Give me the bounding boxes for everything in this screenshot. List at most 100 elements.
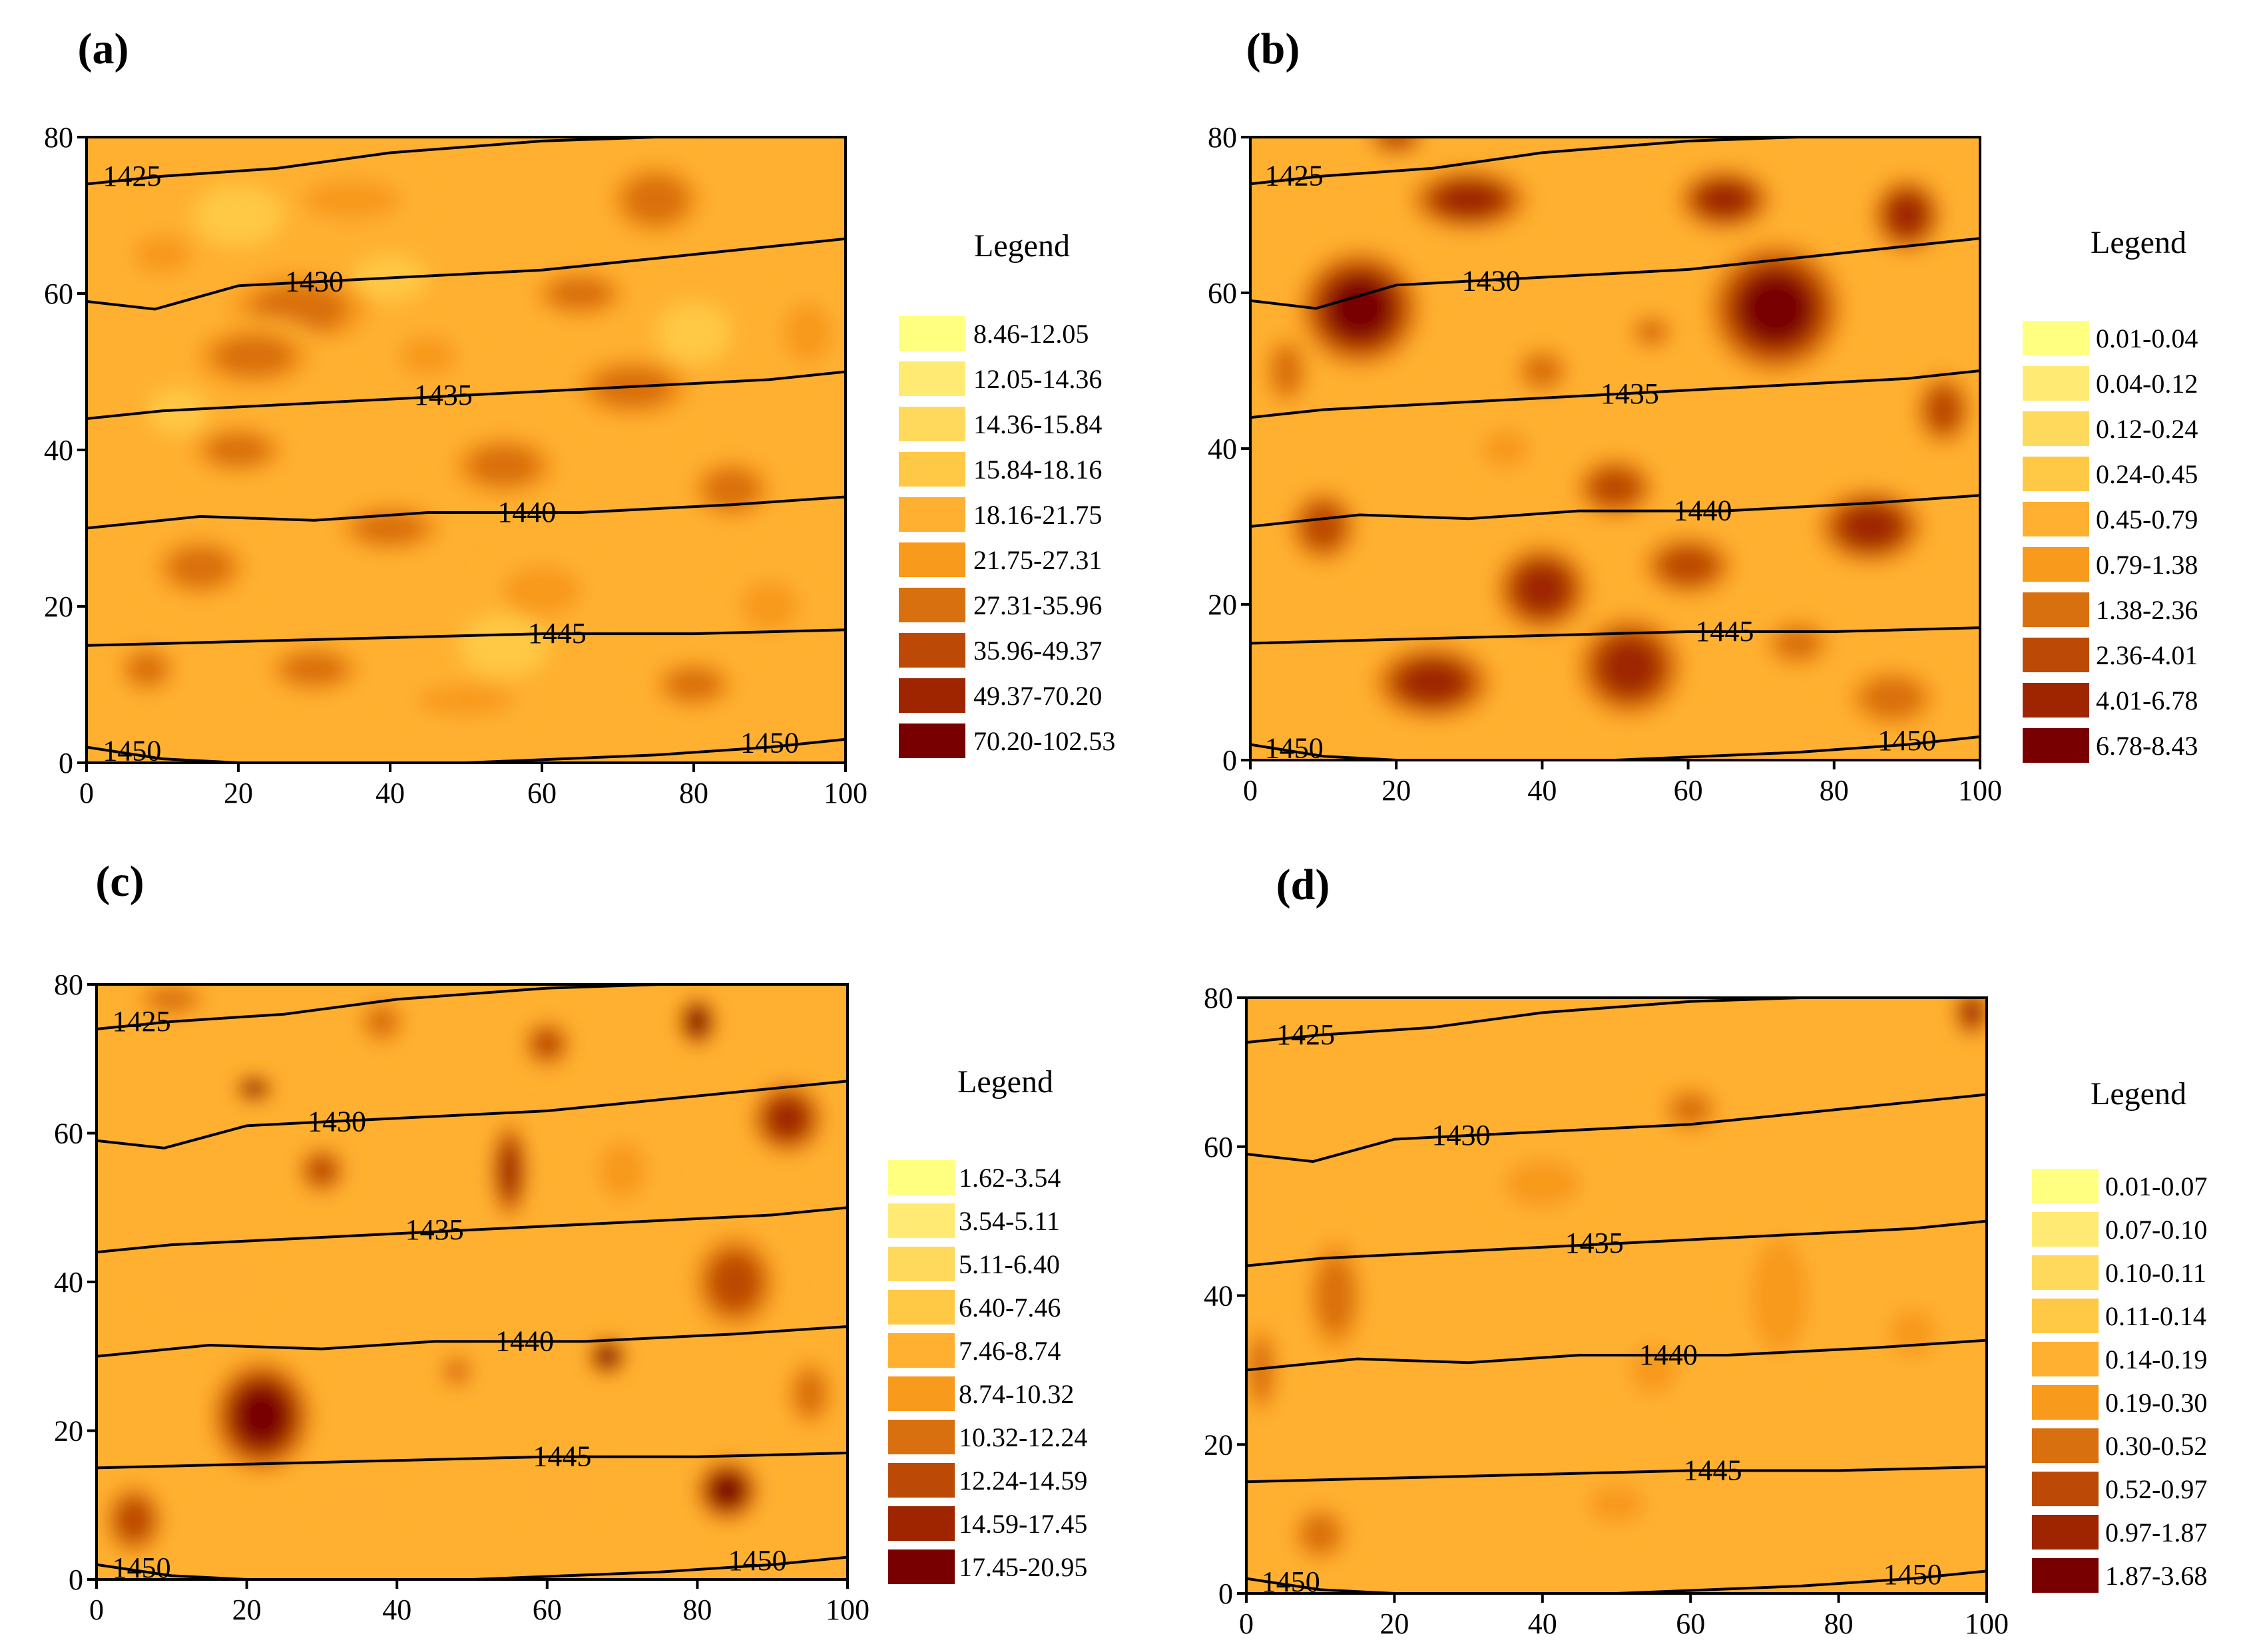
legend-swatch (899, 452, 965, 487)
heatmap-patch (282, 652, 347, 686)
y-tick-label: 60 (44, 278, 73, 310)
contour-line (1615, 735, 1980, 760)
heatmap-patch (213, 335, 294, 377)
legend-swatch (888, 1376, 955, 1411)
y-tick-label: 60 (1208, 277, 1237, 310)
contour-line (87, 628, 846, 647)
heatmap-patch (148, 1237, 270, 1327)
heatmap-patch (688, 1009, 707, 1034)
legend-swatch (899, 542, 965, 577)
contour-label: 1435 (405, 1213, 464, 1246)
contour-line (97, 1452, 848, 1470)
legend-swatch (2023, 592, 2089, 627)
legend-label: 2.36-4.01 (2096, 640, 2198, 670)
x-tick-label: 60 (527, 777, 557, 809)
x-tick-label: 40 (376, 777, 405, 809)
legend-swatch (2032, 1385, 2099, 1420)
legend-swatch (888, 1247, 955, 1281)
x-tick-label: 0 (1239, 1607, 1254, 1640)
contour-label: 1425 (113, 1005, 171, 1038)
legend-swatch (899, 316, 965, 351)
y-tick-label: 20 (44, 590, 73, 623)
legend-swatch (2023, 683, 2089, 718)
panel-b: (b) 1425 1430 1435 1440 1445 1450 1450 0 20 40 60 80… (1126, 0, 2253, 826)
heatmap-patch (1329, 279, 1391, 338)
heatmap-patch (656, 301, 732, 364)
heatmap-patch (767, 1098, 808, 1138)
legend-label: 0.10-0.11 (2105, 1258, 2206, 1288)
contour-label: 1440 (497, 496, 556, 528)
heatmap-patch (712, 1474, 744, 1506)
contour-line (1250, 369, 1980, 419)
heatmap-field (1250, 137, 1980, 760)
legend-label: 15.84-18.16 (973, 455, 1102, 485)
legend-label: 0.30-0.52 (2105, 1431, 2207, 1461)
heatmap-patch (1300, 1514, 1340, 1554)
x-tick-label: 0 (79, 777, 94, 809)
legend-label: 10.32-12.24 (959, 1422, 1087, 1452)
heatmap-patch (1400, 662, 1465, 703)
contour-label: 1435 (1601, 377, 1659, 410)
contour-line (97, 1206, 848, 1254)
heatmap-patch (623, 174, 688, 225)
legend-title: Legend (957, 1064, 1053, 1100)
contour-line (1250, 494, 1980, 528)
legend-label: 4.01-6.78 (2096, 686, 2198, 716)
legend-label: 1.87-3.68 (2105, 1561, 2207, 1591)
heatmap-patch (1888, 1309, 1937, 1357)
legend-label: 0.79-1.38 (2096, 550, 2198, 580)
legend-label: 0.19-0.30 (2105, 1388, 2207, 1418)
heatmap-patch (1481, 428, 1530, 469)
legend-label: 0.12-0.24 (2096, 414, 2198, 444)
heatmap-patch (307, 1156, 336, 1185)
x-tick-label: 100 (1965, 1607, 2009, 1640)
y-tick-label: 80 (1204, 982, 1233, 1014)
x-tick-label: 40 (1528, 1607, 1557, 1640)
panel-c: (c) 1425 1430 1435 1440 1445 1450 1450 0 20 40 60 80… (0, 826, 1126, 1652)
legend-swatch (899, 678, 965, 713)
legend-swatch (2032, 1342, 2099, 1376)
legend-label: 70.20-102.53 (973, 726, 1115, 756)
heatmap-patch (517, 1453, 608, 1528)
heatmap-patch (244, 1082, 264, 1095)
legend-swatch (2023, 366, 2089, 401)
heatmap-patch (1249, 1338, 1274, 1402)
y-tick-label: 20 (54, 1415, 83, 1448)
contour-line (97, 1080, 848, 1149)
contour-label: 1425 (103, 160, 161, 192)
legend-label: 6.40-7.46 (959, 1293, 1061, 1323)
contour-label: 1425 (1276, 1018, 1335, 1051)
heatmap-patch (1861, 677, 1924, 719)
heatmap-patch (1591, 469, 1640, 507)
legend-swatch (2023, 502, 2089, 536)
heatmap-patch (458, 614, 550, 677)
legend-label: 0.24-0.45 (2096, 459, 2198, 489)
legend-title: Legend (974, 228, 1070, 264)
legend-label: 0.11-0.14 (2105, 1301, 2206, 1331)
heatmap-patch (547, 276, 613, 311)
y-tick-label: 0 (69, 1563, 83, 1596)
contour-line (1246, 1339, 1987, 1372)
contour-label: 1445 (528, 617, 587, 650)
heatmap-patch (132, 234, 192, 275)
y-tick-label: 0 (1222, 744, 1237, 777)
y-tick-label: 40 (1208, 433, 1237, 465)
heatmap-patch (597, 1141, 647, 1199)
y-tick-label: 0 (1218, 1577, 1233, 1610)
contour-label: 1430 (285, 265, 344, 298)
legend-swatch (888, 1333, 955, 1368)
heatmap-patch (1926, 387, 1961, 432)
heatmap-patch (1516, 564, 1568, 613)
heatmap-patch (416, 685, 516, 716)
contour-label: 1435 (414, 379, 473, 411)
contour-line (87, 137, 656, 186)
legend-label: 21.75-27.31 (973, 545, 1102, 575)
heatmap-patch (467, 445, 541, 487)
legend-label: 0.01-0.07 (2105, 1171, 2207, 1201)
x-tick-label: 100 (826, 1593, 870, 1626)
contour-label: 1440 (495, 1325, 554, 1357)
legend-swatch (2023, 638, 2089, 672)
legend-swatch (2032, 1472, 2099, 1506)
heatmap-patch (1379, 137, 1414, 148)
contour-label: 1440 (1639, 1339, 1698, 1371)
